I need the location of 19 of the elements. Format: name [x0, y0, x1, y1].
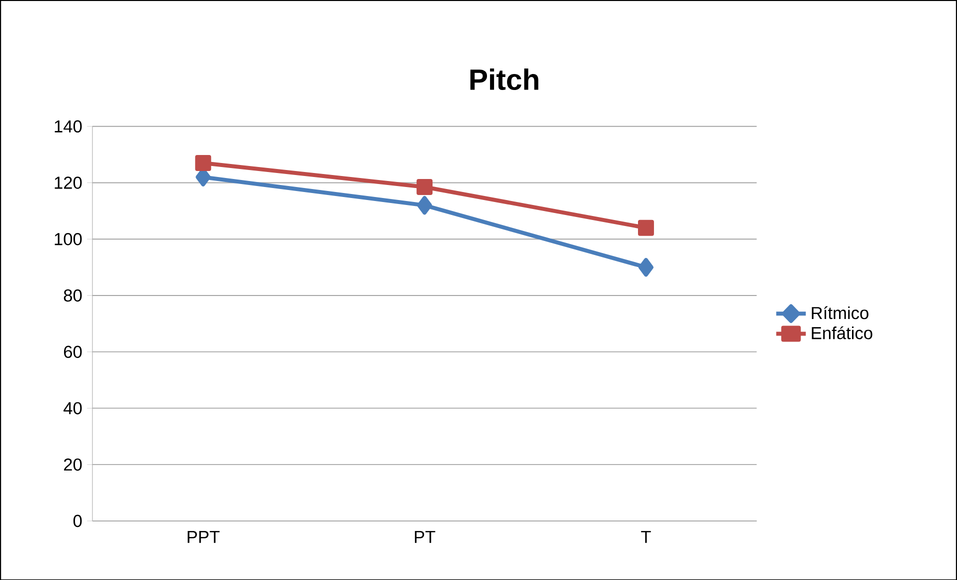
chart-title: Pitch	[470, 68, 538, 90]
legend-label: Rítmico	[812, 306, 868, 319]
y-tick-label: 40	[64, 402, 82, 414]
point	[417, 196, 432, 214]
y-tick-label: 80	[64, 289, 82, 302]
point	[638, 258, 654, 276]
y-tick-label: 140	[54, 120, 82, 132]
legend-label: Enfático	[812, 326, 872, 340]
y-tick-label: 60	[64, 346, 82, 358]
point	[416, 178, 433, 195]
y-tick-label: 100	[54, 232, 82, 246]
x-tick-label: T	[641, 530, 651, 543]
y-tick-label: 0	[73, 514, 82, 527]
point	[638, 220, 654, 236]
x-tick-label: PT	[414, 530, 436, 543]
point	[195, 154, 212, 171]
y-tick-label: 120	[54, 176, 82, 189]
y-tick-label: 20	[64, 458, 82, 470]
x-tick-label: PPT	[188, 530, 220, 543]
